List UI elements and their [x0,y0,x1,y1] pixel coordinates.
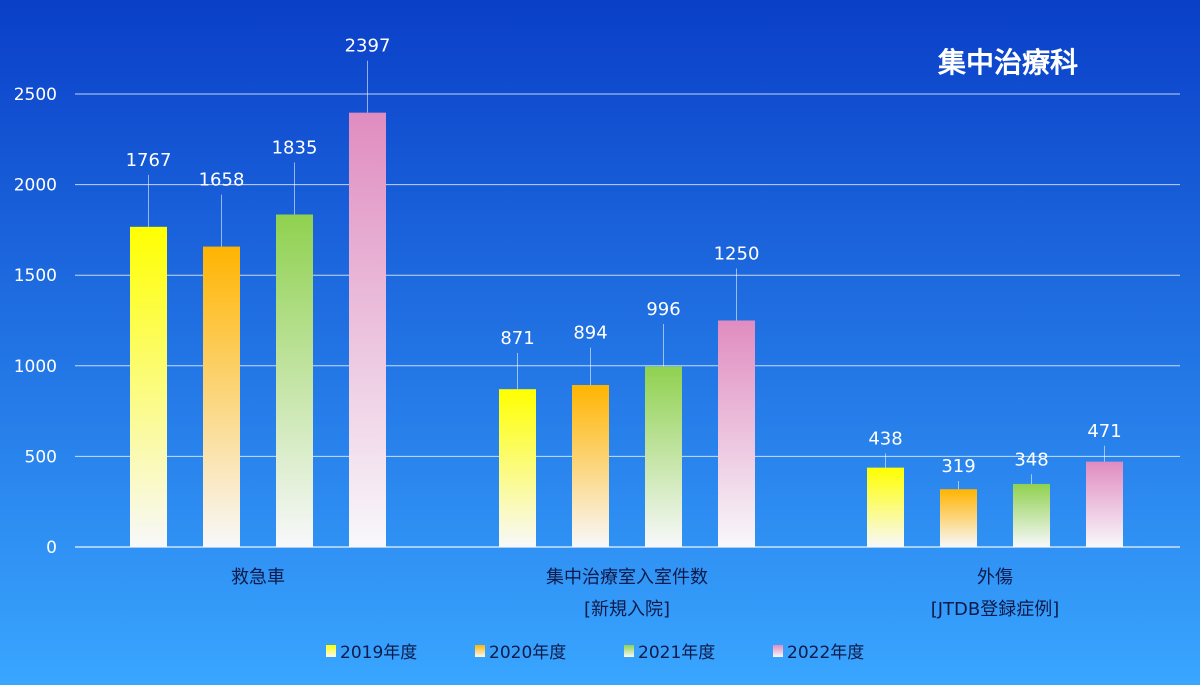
data-label: 471 [1087,421,1121,442]
x-tick-label: [JTDB登録症例] [931,599,1060,620]
y-axis: 0 500 1000 1500 2000 2500 [14,85,57,558]
legend-label: 2019年度 [340,643,417,663]
y-tick-label: 2000 [14,176,57,196]
data-label: 348 [1014,449,1048,470]
x-tick-label: 集中治療室入室件数 [546,567,708,588]
x-tick-label: 救急車 [231,567,285,588]
bars: 1767 871 438 1658 894 319 1835 996 348 2397 1250 47… [126,36,1123,548]
legend-label: 2022年度 [787,643,864,663]
data-label: 1658 [199,170,245,191]
bar [940,489,977,547]
chart-title: 集中治療科 [937,46,1078,79]
data-label: 438 [868,428,902,449]
bar [1086,461,1123,547]
legend-label: 2020年度 [489,643,566,663]
bar [572,385,609,547]
legend-item: 2021年度 [624,643,715,663]
legend-swatch [624,645,634,657]
legend-swatch [326,645,336,657]
bar [276,214,313,548]
bar [203,246,240,547]
data-label: 1835 [272,137,318,158]
y-tick-label: 1500 [14,266,57,286]
data-label: 319 [941,456,975,477]
x-tick-label: [新規入院] [584,599,670,620]
data-label: 1250 [714,244,760,265]
data-label: 996 [646,299,680,320]
y-tick-label: 2500 [14,85,57,105]
legend-item: 2022年度 [773,643,864,663]
x-axis: 救急車 集中治療室入室件数 [新規入院] 外傷 [JTDB登録症例] [231,567,1059,620]
bar [499,389,536,547]
bar [349,112,386,547]
gridlines [75,93,1180,548]
data-label: 1767 [126,150,172,171]
bar [130,226,167,548]
bar [645,366,682,547]
y-tick-label: 0 [46,538,57,558]
legend-item: 2019年度 [326,643,417,663]
legend-item: 2020年度 [475,643,566,663]
legend-swatch [475,645,485,657]
data-label: 2397 [345,36,391,57]
legend-label: 2021年度 [638,643,715,663]
bar [867,467,904,547]
data-label: 894 [573,323,607,344]
x-tick-label: 外傷 [977,567,1013,588]
legend: 2019年度 2020年度 2021年度 2022年度 [326,643,864,663]
y-tick-label: 500 [25,447,57,467]
y-tick-label: 1000 [14,357,57,377]
data-label: 871 [500,328,534,349]
legend-swatch [773,645,783,657]
bar [718,320,755,547]
bar [1013,483,1050,547]
